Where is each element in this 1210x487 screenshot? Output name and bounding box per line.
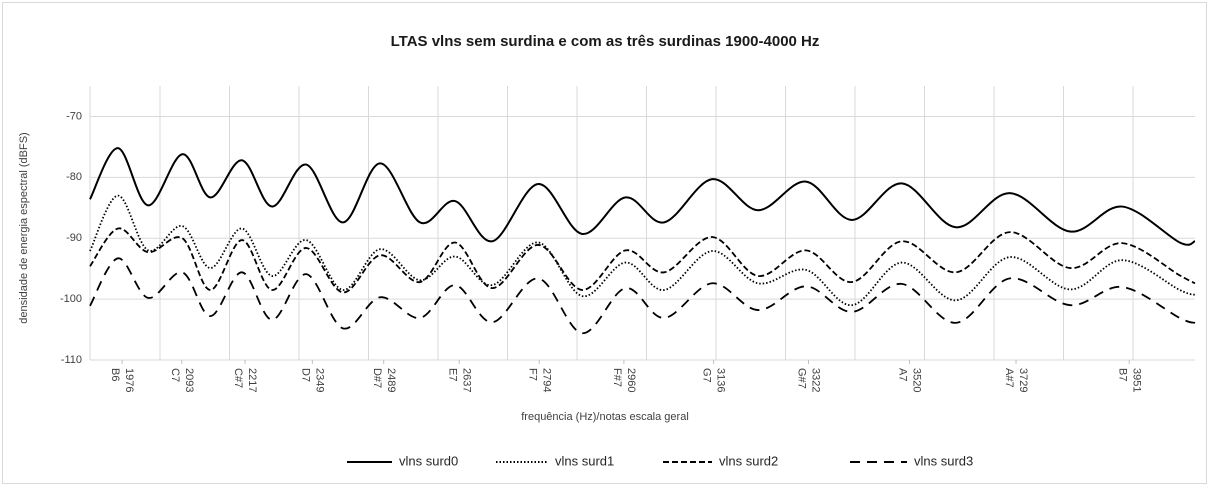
x-note-label: G7: [701, 368, 713, 383]
legend-label: vlns surd0: [399, 453, 458, 468]
x-note-label: D7: [299, 368, 311, 382]
y-tick-label: -110: [61, 354, 82, 366]
x-axis-title: frequência (Hz)/notas escala geral: [521, 411, 689, 423]
y-tick-label: -70: [66, 110, 82, 122]
x-note-label: B6: [109, 368, 121, 381]
series-line: [89, 227, 1196, 294]
legend-label: vlns surd3: [914, 453, 973, 468]
y-axis-title: densidade de energia espectral (dBFS): [18, 132, 30, 323]
x-note-label: C#7: [232, 368, 244, 388]
x-note-label: A7: [897, 368, 909, 381]
x-tick-label: 2489: [385, 368, 397, 392]
x-tick-label: 2794: [540, 368, 552, 392]
x-tick-label: 2349: [313, 368, 325, 392]
x-note-label: C7: [169, 368, 181, 382]
series-line: [89, 147, 1196, 246]
x-tick-label: 2093: [183, 368, 195, 392]
x-note-label: F#7: [611, 368, 623, 387]
x-tick-label: 2217: [246, 368, 258, 392]
legend-label: vlns surd2: [719, 453, 778, 468]
x-note-label: F7: [526, 368, 538, 381]
x-tick-label: 1976: [123, 368, 135, 392]
x-tick-label: 3322: [810, 368, 822, 392]
x-note-label: A#7: [1003, 368, 1015, 388]
y-tick-label: -100: [60, 293, 82, 305]
x-note-label: G#7: [796, 368, 808, 389]
series-line: [89, 257, 1196, 335]
x-tick-label: 2637: [460, 368, 472, 392]
x-tick-label: 3136: [715, 368, 727, 392]
x-tick-label: 2960: [625, 368, 637, 392]
chart-title: LTAS vlns sem surdina e com as três surd…: [391, 33, 820, 50]
series-line: [89, 194, 1196, 307]
x-tick-label: 3951: [1130, 368, 1142, 392]
x-tick-label: 3520: [911, 368, 923, 392]
y-tick-label: -80: [66, 171, 82, 183]
x-note-label: D#7: [371, 368, 383, 388]
x-note-label: B7: [1116, 368, 1128, 381]
y-tick-label: -90: [66, 232, 82, 244]
legend-label: vlns surd1: [555, 453, 614, 468]
x-note-label: E7: [446, 368, 458, 381]
x-tick-label: 3729: [1017, 368, 1029, 392]
